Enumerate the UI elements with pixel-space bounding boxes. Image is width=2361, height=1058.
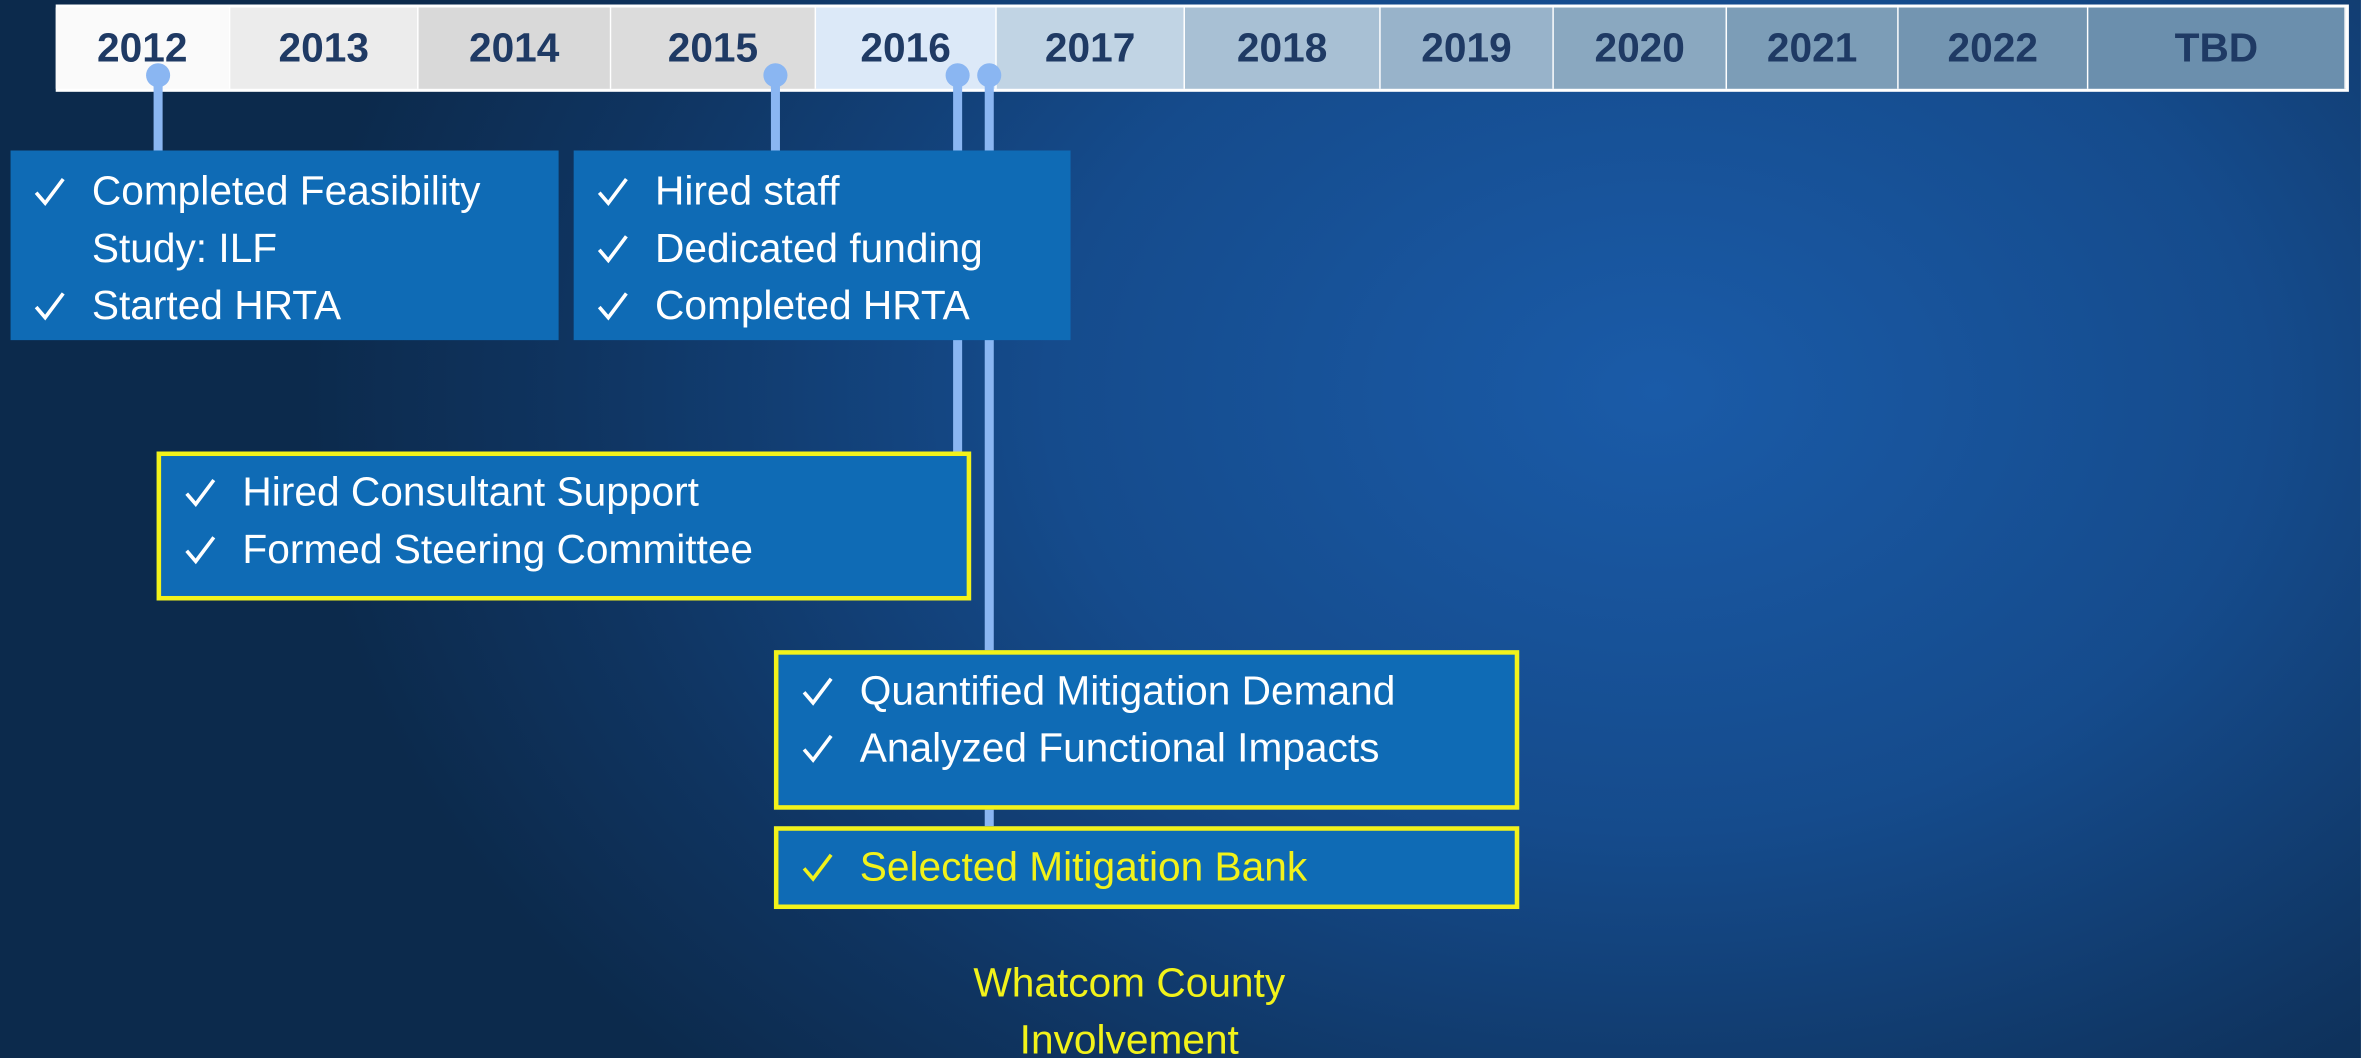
connector-dot xyxy=(763,63,788,88)
item-text: Quantified Mitigation Demand xyxy=(859,668,1396,714)
check-icon xyxy=(802,677,833,706)
milestone-item: Hired staff xyxy=(595,163,1056,220)
check-icon xyxy=(597,178,628,207)
connector xyxy=(984,75,994,827)
year-cell: 2021 xyxy=(1727,7,1899,89)
item-text: Completed HRTA xyxy=(654,282,970,329)
check-icon xyxy=(597,292,628,321)
year-cell: TBD xyxy=(2088,7,2346,89)
year-cell: 2016 xyxy=(816,7,997,89)
caption: Whatcom County Involvement xyxy=(973,960,1286,1058)
item-text: Formed Steering Committee xyxy=(242,526,754,572)
milestone-box: Quantified Mitigation Demand Analyzed Fun… xyxy=(773,650,1520,810)
item-text: Started HRTA xyxy=(91,282,342,329)
year-cell: 2019 xyxy=(1380,7,1554,89)
item-text: Selected Mitigation Bank xyxy=(859,844,1308,890)
milestone-item: Completed Feasibility Study: ILF xyxy=(32,163,544,277)
item-text: Hired staff xyxy=(654,168,840,214)
connector xyxy=(153,75,163,151)
year-cell: 2022 xyxy=(1898,7,2089,89)
milestone-box: Completed Feasibility Study: ILF Started … xyxy=(10,150,559,341)
connector-dot xyxy=(977,63,1002,88)
check-icon xyxy=(34,292,65,321)
milestone-item: Formed Steering Committee xyxy=(182,521,951,578)
connector-dot xyxy=(146,63,171,88)
check-icon xyxy=(185,479,216,508)
year-cell: 2018 xyxy=(1184,7,1381,89)
check-icon xyxy=(802,734,833,763)
milestone-box: Selected Mitigation Bank xyxy=(773,826,1520,910)
milestone-item: Quantified Mitigation Demand xyxy=(800,662,1500,719)
year-cell: 2014 xyxy=(418,7,612,89)
item-text: Completed Feasibility Study: ILF xyxy=(91,168,481,271)
milestone-item: Dedicated funding xyxy=(595,220,1056,277)
milestone-item: Started HRTA xyxy=(32,277,544,334)
check-icon xyxy=(185,536,216,565)
year-cell: 2020 xyxy=(1553,7,1728,89)
milestone-item: Analyzed Functional Impacts xyxy=(800,719,1500,776)
check-icon xyxy=(597,235,628,264)
milestone-box: Hired Consultant Support Formed Steering … xyxy=(156,451,972,601)
connector-dot xyxy=(945,63,970,88)
milestone-box: Hired staff Dedicated funding Completed HR… xyxy=(573,150,1071,341)
check-icon xyxy=(802,853,833,882)
milestone-item: Selected Mitigation Bank xyxy=(800,838,1500,895)
year-cell: 2017 xyxy=(996,7,1185,89)
year-cell: 2013 xyxy=(230,7,419,89)
milestone-item: Hired Consultant Support xyxy=(182,464,951,521)
check-icon xyxy=(34,178,65,207)
connector xyxy=(770,75,780,151)
item-text: Analyzed Functional Impacts xyxy=(859,725,1380,771)
item-text: Hired Consultant Support xyxy=(242,469,699,515)
item-text: Dedicated funding xyxy=(654,225,983,271)
milestone-item: Completed HRTA xyxy=(595,277,1056,334)
year-cell: 2012 xyxy=(55,7,231,89)
